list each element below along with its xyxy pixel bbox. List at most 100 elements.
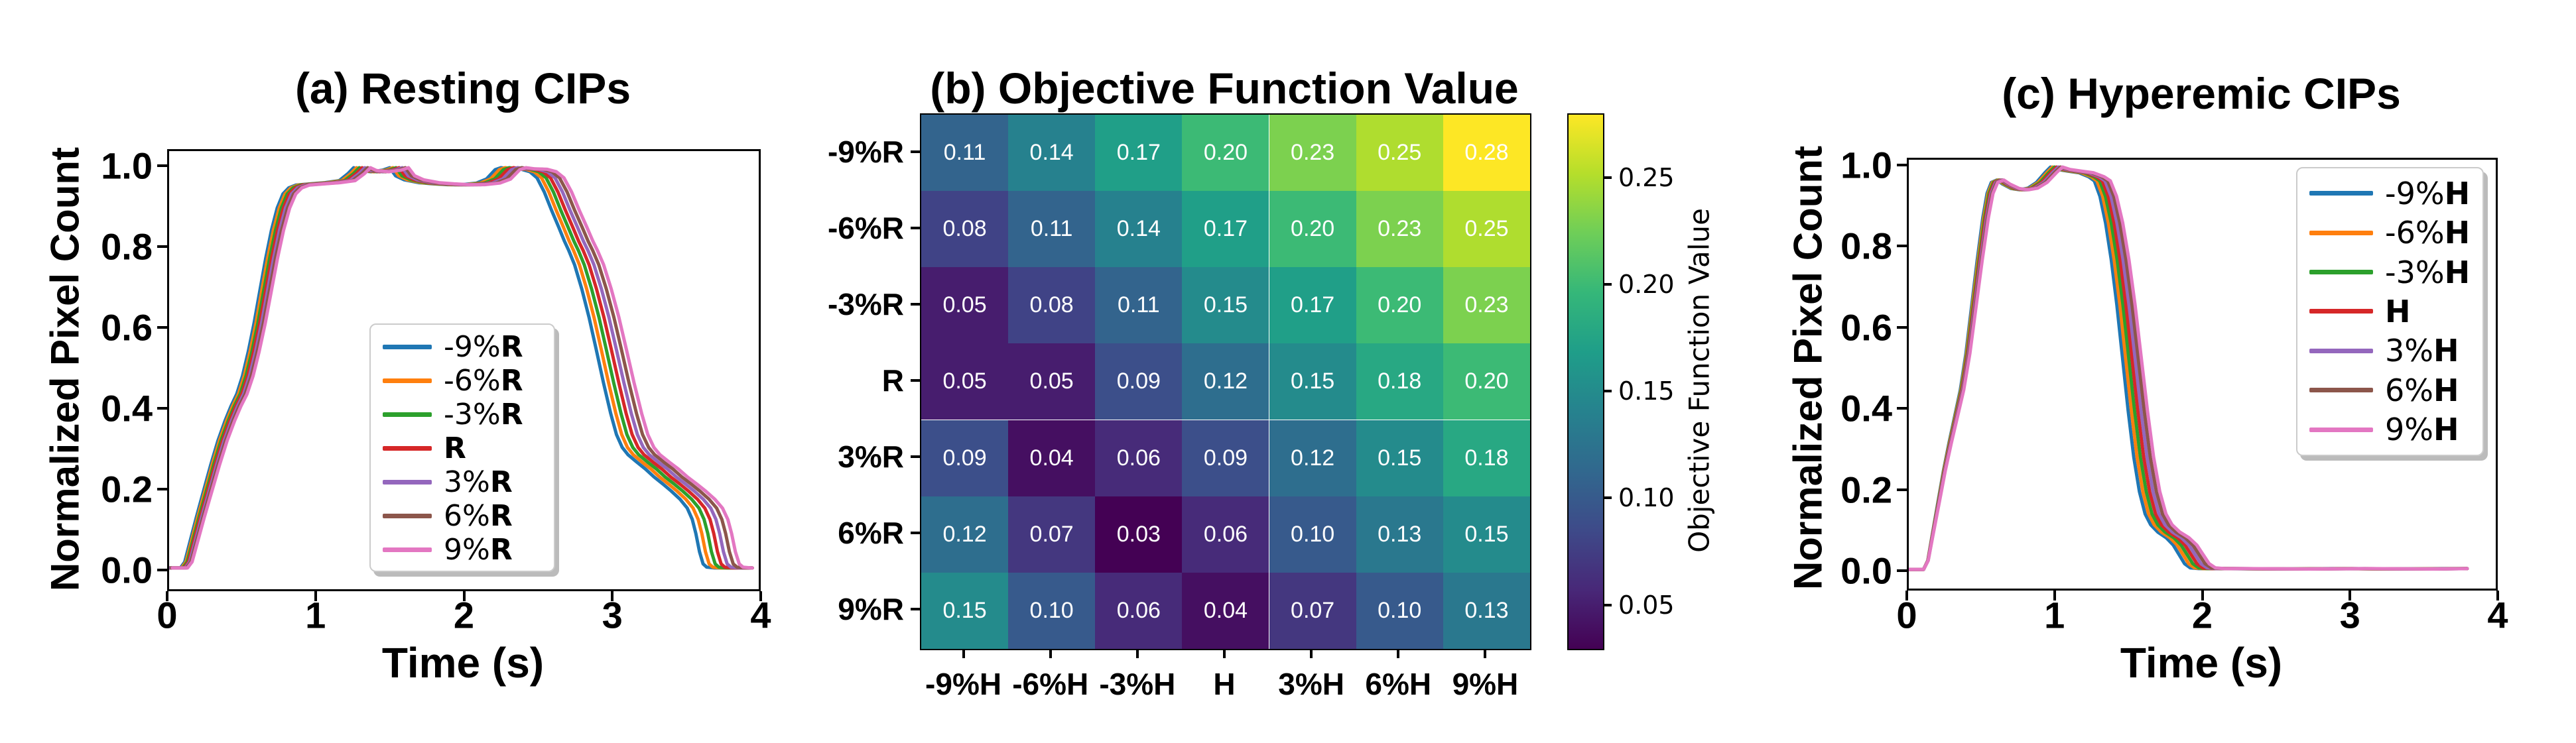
legend-line-sample (2309, 427, 2373, 432)
colorbar-tick-mark (1603, 176, 1612, 179)
heatmap-cell: 0.08 (1008, 267, 1096, 344)
heatmap-row-label: 3%R (838, 439, 904, 475)
heatmap-col-tick (1049, 649, 1052, 658)
panel-c-curves (1909, 165, 2469, 571)
heatmap-cell: 0.12 (1182, 343, 1269, 420)
heatmap-col-label: 9%H (1452, 667, 1519, 701)
y-tick-mark (157, 164, 167, 167)
heatmap-cell: 0.11 (1008, 191, 1096, 268)
heatmap-cell: 0.23 (1443, 267, 1530, 344)
x-tick-label: 0 (157, 594, 178, 636)
y-tick-label: 1.0 (1840, 144, 1892, 186)
heatmap-cell: 0.18 (1356, 343, 1443, 420)
colorbar-tick-mark (1603, 282, 1612, 286)
panel-c-legend: -9%H -6%H -3%H H 3%H 6%H 9%H (2296, 167, 2484, 456)
heatmap-cell: 0.15 (1443, 496, 1530, 573)
heatmap-cell: 0.14 (1095, 191, 1183, 268)
legend-item-label: -3%H (2385, 254, 2471, 290)
legend-item: 6%H (2297, 372, 2482, 408)
legend-item-label: -9%H (2385, 175, 2471, 211)
x-tick-label: 1 (305, 594, 326, 636)
heatmap-row-label: 9%R (838, 592, 904, 627)
heatmap-col-label: -6%H (1012, 667, 1089, 701)
colorbar-label: Objective Function Value (1683, 208, 1716, 553)
heatmap-row-label: R (881, 363, 904, 398)
y-tick-mark (1897, 569, 1907, 572)
series-9%H (1909, 165, 2469, 571)
heatmap-row-tick (911, 532, 920, 535)
heatmap-row-tick (911, 150, 920, 153)
heatmap-row-tick (911, 226, 920, 229)
heatmap-col-tick (1223, 649, 1226, 658)
heatmap-row-tick (911, 608, 920, 611)
y-tick-mark (157, 569, 167, 571)
heatmap-cell: 0.20 (1443, 343, 1530, 420)
colorbar-tick-label: 0.05 (1618, 590, 1675, 620)
y-tick-label: 0.8 (1840, 225, 1892, 267)
heatmap-row-label: -3%R (827, 286, 904, 321)
legend-item: -6%H (2297, 215, 2482, 251)
heatmap-cell: 0.20 (1356, 267, 1443, 344)
panel-a-ylabel: Normalized Pixel Count (42, 146, 88, 592)
heatmap-col-label: 3%H (1278, 667, 1344, 701)
legend-item-label: -9%R (444, 330, 523, 364)
heatmap-cell: 0.06 (1095, 572, 1183, 649)
series-9%R (170, 166, 754, 570)
x-tick-mark (611, 591, 614, 601)
heatmap-col-label: H (1213, 667, 1236, 701)
y-tick-mark (1897, 488, 1907, 491)
heatmap-cell: 0.11 (921, 115, 1009, 192)
colorbar-tick-label: 0.20 (1618, 269, 1675, 299)
heatmap-row-tick (911, 379, 920, 382)
legend-line-sample (383, 446, 432, 451)
y-tick-mark (1897, 325, 1907, 329)
heatmap-cell: 0.25 (1443, 191, 1530, 268)
legend-item: 9%H (2297, 412, 2482, 447)
x-tick-label: 4 (2487, 594, 2508, 636)
heatmap-cell: 0.14 (1008, 115, 1096, 192)
heatmap-cell: 0.28 (1443, 115, 1530, 192)
heatmap-cell: 0.12 (1269, 420, 1356, 496)
x-tick-mark (2053, 591, 2056, 600)
legend-item-label: R (444, 431, 466, 465)
panel-b-title: (b) Objective Function Value (930, 63, 1519, 113)
heatmap-cell: 0.03 (1095, 496, 1183, 573)
panel-a-legend: -9%R -6%R -3%R R 3%R 6%R 9%R (369, 323, 555, 572)
heatmap-col-tick (1397, 649, 1400, 658)
heatmap-cell: 0.05 (1008, 343, 1096, 420)
y-tick-mark (1897, 245, 1907, 248)
heatmap-row-tick (911, 302, 920, 306)
legend-line-sample (2309, 309, 2373, 314)
heatmap-cell: 0.07 (1269, 572, 1356, 649)
heatmap-cell: 0.23 (1356, 191, 1443, 268)
legend-line-sample (2309, 191, 2373, 196)
heatmap-cell: 0.20 (1269, 191, 1356, 268)
x-tick-label: 4 (750, 594, 771, 636)
legend-item: 3%R (371, 465, 554, 499)
legend-item: -6%R (371, 364, 554, 398)
legend-item: -3%H (2297, 255, 2482, 290)
heatmap-cell: 0.05 (921, 343, 1009, 420)
legend-line-sample (2309, 230, 2373, 235)
y-tick-label: 0.8 (101, 225, 153, 268)
legend-item-label: 6%H (2385, 372, 2459, 408)
legend-item-label: -3%R (444, 398, 523, 431)
y-tick-label: 0.2 (101, 468, 153, 510)
x-tick-mark (1905, 591, 1908, 600)
x-tick-mark (462, 591, 466, 601)
x-tick-label: 0 (1896, 594, 1917, 636)
legend-item-label: 3%H (2385, 333, 2459, 369)
heatmap-cell: 0.12 (921, 496, 1009, 573)
y-tick-label: 0.0 (101, 549, 153, 591)
x-tick-mark (2201, 591, 2204, 600)
heatmap-cell: 0.09 (1182, 420, 1269, 496)
y-tick-label: 0.0 (1840, 549, 1892, 592)
x-tick-mark (2349, 591, 2352, 600)
legend-item-label: 3%R (444, 465, 513, 499)
legend-item: -9%H (2297, 176, 2482, 211)
legend-item-label: -6%H (2385, 215, 2471, 251)
heatmap-col-tick (962, 649, 965, 658)
legend-line-sample (383, 547, 432, 552)
legend-item: -9%R (371, 330, 554, 364)
x-tick-mark (759, 591, 762, 601)
